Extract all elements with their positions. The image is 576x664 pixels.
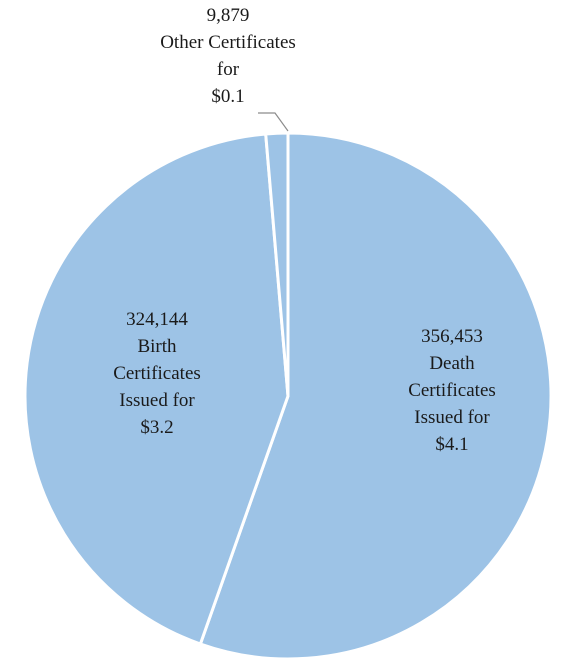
other-slice-label: 9,879 Other Certificates for $0.1	[128, 2, 328, 110]
pie-slice-birth	[23, 132, 290, 646]
birth-name-line-3: Issued for	[119, 390, 195, 411]
other-amount-label: $0.1	[211, 86, 245, 107]
birth-name-line-1: Birth	[137, 336, 177, 357]
other-count-label: 9,879	[206, 5, 250, 26]
other-leader-line	[258, 112, 289, 132]
death-name-line-1: Death	[429, 353, 475, 374]
birth-count-label: 324,144	[126, 309, 188, 330]
birth-slice-label: 324,144 Birth Certificates Issued for $3…	[77, 306, 237, 441]
death-amount-label: $4.1	[435, 434, 469, 455]
death-name-line-2: Certificates	[408, 380, 496, 401]
death-slice-label: 356,453 Death Certificates Issued for $4…	[372, 323, 532, 458]
birth-amount-label: $3.2	[140, 417, 174, 438]
other-name-line-2: for	[216, 59, 240, 80]
death-name-line-3: Issued for	[414, 407, 490, 428]
other-name-line-1: Other Certificates	[160, 32, 296, 53]
pie-slices	[23, 131, 553, 661]
pie-slice-other	[264, 131, 290, 398]
birth-name-line-2: Certificates	[113, 363, 201, 384]
death-count-label: 356,453	[421, 326, 483, 347]
